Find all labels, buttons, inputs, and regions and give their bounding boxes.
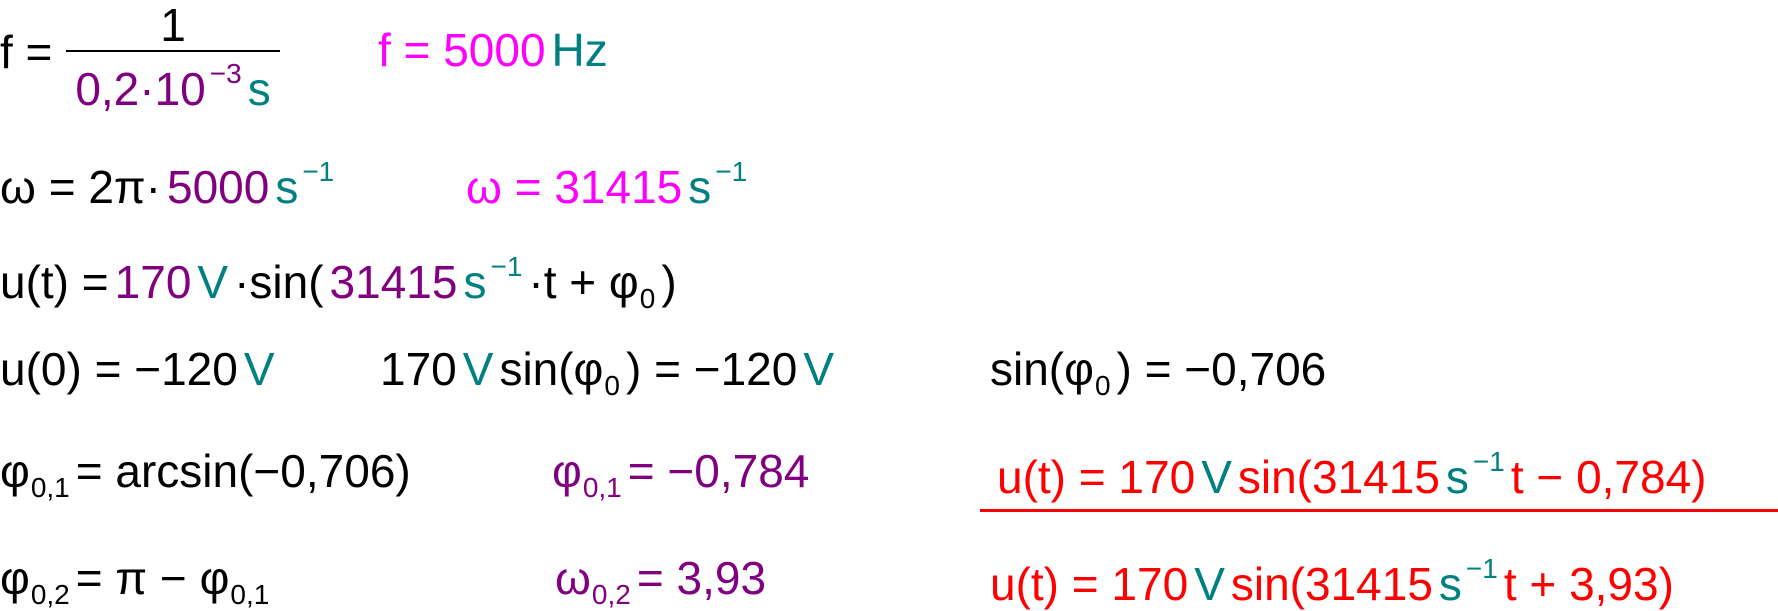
subscript: 0 xyxy=(604,370,620,401)
term: sin(31415 xyxy=(1237,451,1440,503)
term: u(0) = −120 xyxy=(0,343,238,395)
unit: s xyxy=(1438,558,1462,610)
term: u(t) = 170 xyxy=(997,451,1196,503)
exponent: −3 xyxy=(209,58,242,89)
equation: u(t) = 170 V ·sin(31415 s −1 ·t + φ0) xyxy=(0,253,677,313)
term: u(t) = xyxy=(0,256,109,308)
term: sin(φ xyxy=(990,343,1094,395)
exponent: −1 xyxy=(715,156,748,187)
term: = arcsin(−0,706) xyxy=(75,445,411,497)
equation: sin(φ0) = −0,706 xyxy=(990,346,1326,400)
term: t − 0,784) xyxy=(1510,451,1707,503)
unit: s xyxy=(247,63,271,115)
equation: ω0,2 = 3,93 xyxy=(555,555,766,609)
unit: s xyxy=(688,161,712,213)
term: t + 3,93) xyxy=(1503,558,1674,610)
subscript: 0 xyxy=(639,283,656,314)
subscript: 0 xyxy=(1094,370,1111,401)
term: ) = −0,706 xyxy=(1116,343,1327,395)
equation: f = 5000 Hz xyxy=(378,27,608,73)
unit: s xyxy=(1445,451,1469,503)
subscript: 0,1 xyxy=(582,472,622,503)
unit: V xyxy=(803,343,835,395)
subscript: 0,2 xyxy=(30,579,70,610)
term: = π − φ xyxy=(75,552,230,604)
term: 170 xyxy=(114,256,192,308)
equation: f = xyxy=(0,29,52,75)
unit: s xyxy=(275,161,299,213)
term: ·t + φ xyxy=(528,256,639,308)
term: 0,2·10 xyxy=(75,63,206,115)
term: ) xyxy=(661,256,677,308)
unit: V xyxy=(197,256,229,308)
subscript: 0,1 xyxy=(30,472,70,503)
term: sin(φ xyxy=(499,343,604,395)
term: φ xyxy=(0,552,30,604)
term: f = xyxy=(0,26,53,78)
term: ) = −120 xyxy=(625,343,798,395)
equation: ω = 2π· 5000 s −1 xyxy=(0,156,335,213)
fraction-bar xyxy=(66,50,280,52)
term: 170 xyxy=(380,343,457,395)
exponent: −1 xyxy=(302,156,335,187)
subscript: 0,2 xyxy=(591,579,631,610)
underline xyxy=(980,509,1778,512)
term: = −0,784 xyxy=(627,445,810,497)
unit: V xyxy=(462,343,494,395)
numerator: 1 xyxy=(160,0,186,51)
term: φ xyxy=(552,445,582,497)
unit: V xyxy=(243,343,275,395)
unit: Hz xyxy=(551,24,608,76)
term: ·sin( xyxy=(234,256,324,308)
exponent: −1 xyxy=(1472,446,1505,477)
term: 31415 xyxy=(329,256,458,308)
term: ω = 2π· xyxy=(0,161,161,213)
equation: φ0,2 = π − φ0,1 xyxy=(0,555,269,609)
term: sin(31415 xyxy=(1230,558,1433,610)
equation: φ0,1 = −0,784 xyxy=(552,448,809,502)
unit: V xyxy=(1201,451,1232,503)
term: = 3,93 xyxy=(636,552,767,604)
unit: V xyxy=(1194,558,1225,610)
exponent: −1 xyxy=(1465,553,1498,584)
unit: s xyxy=(463,256,487,308)
denominator: 0,2·10 −3 s xyxy=(75,60,271,115)
term: ω = 31415 xyxy=(466,161,683,213)
equation: ω = 31415 s −1 xyxy=(466,156,748,213)
exponent: −1 xyxy=(490,251,523,282)
term: 5000 xyxy=(166,161,270,213)
term: u(t) = 170 xyxy=(990,558,1189,610)
equation: u(0) = −120 V xyxy=(0,346,275,392)
equation: φ0,1 = arcsin(−0,706) xyxy=(0,448,411,502)
term: ω xyxy=(555,552,591,604)
subscript: 0,1 xyxy=(230,579,270,610)
term: φ xyxy=(0,445,30,497)
term: f = 5000 xyxy=(378,24,546,76)
fraction: 1 0,2·10 −3 s xyxy=(66,2,280,112)
